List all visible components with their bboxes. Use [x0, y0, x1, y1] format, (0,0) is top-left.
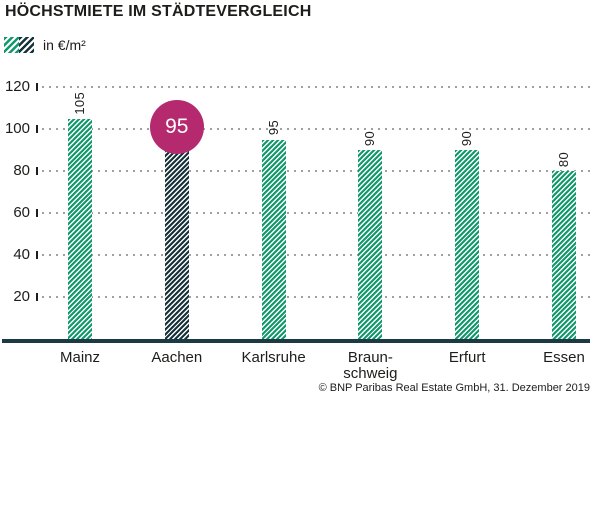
y-axis-tick — [36, 83, 38, 91]
y-axis-tick — [36, 125, 38, 133]
chart-title: HÖCHSTMIETE IM STÄDTEVERGLEICH — [5, 3, 312, 20]
x-axis-line — [2, 339, 590, 343]
bar-value-label: 90 — [362, 130, 378, 146]
gridline — [42, 212, 590, 214]
highlight-badge: 95 — [149, 99, 204, 154]
bar-aachen — [164, 139, 189, 339]
y-axis-tick — [36, 293, 38, 301]
x-axis-label-erfurt: Erfurt — [448, 349, 486, 366]
legend-swatch-dark-half — [19, 37, 34, 53]
bar-braun-schweig — [358, 150, 383, 339]
legend-swatch-green-half — [4, 37, 19, 53]
y-axis-label: 100 — [4, 120, 30, 137]
y-axis-label: 60 — [13, 204, 30, 221]
y-axis-tick — [36, 209, 38, 217]
x-axis-label-mainz: Mainz — [59, 349, 100, 366]
x-axis-label-karlsruhe: Karlsruhe — [241, 349, 306, 366]
bar-value-label: 105 — [72, 91, 87, 115]
y-axis-label: 80 — [13, 162, 30, 179]
y-axis-label: 40 — [13, 246, 30, 263]
source-credit: © BNP Paribas Real Estate GmbH, 31. Deze… — [318, 382, 590, 394]
legend-swatch-stripes-icon — [4, 37, 34, 53]
x-axis-label-essen: Essen — [543, 349, 585, 366]
gridline — [42, 296, 590, 298]
y-axis-tick — [36, 251, 38, 259]
bar-erfurt — [455, 150, 480, 339]
legend-label: in €/m² — [43, 37, 86, 53]
bar-value-label: 90 — [459, 130, 475, 146]
bar-value-label: 95 — [265, 120, 281, 136]
bar-value-label: 80 — [556, 151, 571, 167]
y-axis-tick — [36, 167, 38, 175]
x-axis-label-aachen: Aachen — [151, 349, 203, 366]
bar-mainz — [68, 118, 92, 339]
bar-essen — [552, 171, 576, 339]
gridline — [42, 86, 590, 88]
y-axis-label: 20 — [13, 288, 30, 305]
x-axis-label-braun-schweig: Braun- schweig — [343, 349, 398, 382]
gridline — [42, 128, 590, 130]
y-axis-label: 120 — [4, 78, 30, 95]
gridline — [42, 170, 590, 172]
gridline — [42, 254, 590, 256]
highlight-value: 95 — [165, 114, 189, 138]
bar-karlsruhe — [261, 139, 286, 339]
legend: in €/m² — [4, 37, 86, 53]
